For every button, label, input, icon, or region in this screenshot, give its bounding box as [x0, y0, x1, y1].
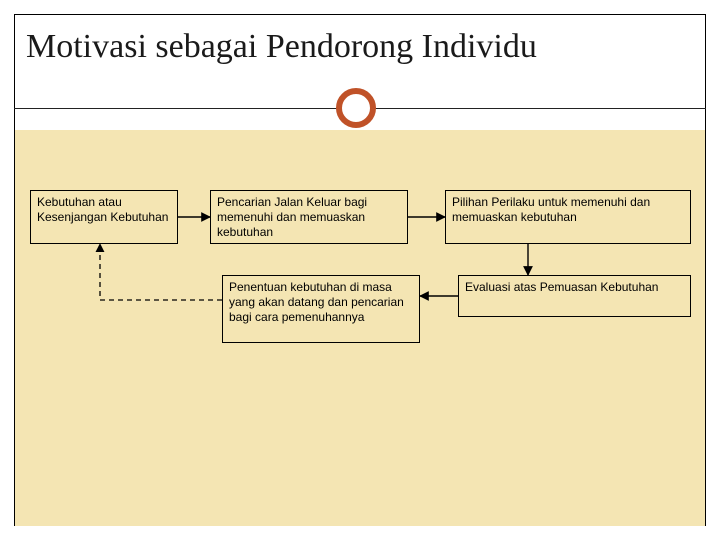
- node-evaluasi: Evaluasi atas Pemuasan Kebutuhan: [458, 275, 691, 317]
- node-pilihan-perilaku: Pilihan Perilaku untuk memenuhi dan memu…: [445, 190, 691, 244]
- node-pencarian-jalan: Pencarian Jalan Keluar bagi memenuhi dan…: [210, 190, 408, 244]
- node-kebutuhan: Kebutuhan atau Kesenjangan Kebutuhan: [30, 190, 178, 244]
- accent-circle-icon: [336, 88, 376, 128]
- node-penentuan-kebutuhan: Penentuan kebutuhan di masa yang akan da…: [222, 275, 420, 343]
- slide-title: Motivasi sebagai Pendorong Individu: [26, 28, 694, 66]
- slide: Motivasi sebagai Pendorong Individu Kebu…: [0, 0, 720, 540]
